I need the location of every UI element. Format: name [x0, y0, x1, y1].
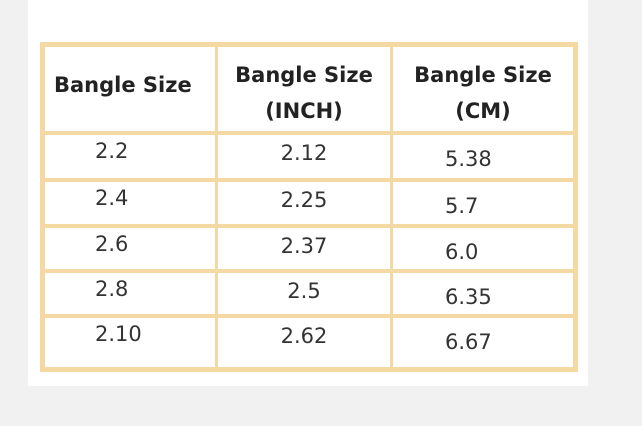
- data-cell: 2.12: [218, 135, 390, 178]
- header-text: Bangle Size: [54, 73, 192, 97]
- data-cell: 6.35: [393, 273, 573, 314]
- header-text: Bangle Size: [414, 63, 552, 87]
- header-text: Bangle Size: [235, 63, 373, 87]
- header-cell: Bangle Size (CM): [393, 47, 573, 131]
- data-cell: 2.25: [218, 182, 390, 224]
- data-cell: 2.6: [45, 228, 215, 269]
- data-cell: 5.38: [393, 135, 573, 178]
- data-cell: 2.8: [45, 273, 215, 314]
- size-table: Bangle Size Bangle Size (INCH) Bangle Size (…: [40, 42, 578, 372]
- header-text: (CM): [455, 99, 511, 123]
- data-cell: 2.4: [45, 182, 215, 224]
- data-cell: 6.67: [393, 318, 573, 367]
- header-text: (INCH): [265, 99, 343, 123]
- data-cell: 6.0: [393, 228, 573, 269]
- data-cell: 2.62: [218, 318, 390, 367]
- data-cell: 2.2: [45, 135, 215, 178]
- data-cell: 5.7: [393, 182, 573, 224]
- data-cell: 2.37: [218, 228, 390, 269]
- data-cell: 2.5: [218, 273, 390, 314]
- header-cell: Bangle Size: [45, 47, 215, 131]
- data-cell: 2.10: [45, 318, 215, 367]
- header-cell: Bangle Size (INCH): [218, 47, 390, 131]
